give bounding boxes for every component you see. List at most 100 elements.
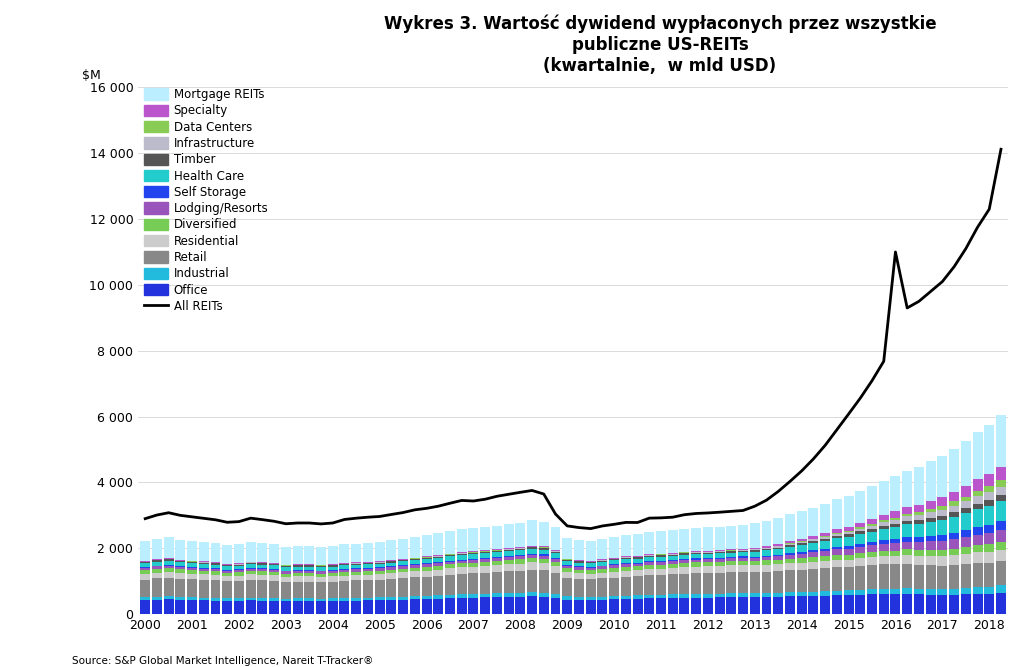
Bar [679, 574, 690, 594]
Bar [973, 594, 982, 614]
Bar [316, 582, 326, 598]
Bar [820, 596, 830, 614]
Bar [563, 568, 572, 572]
Bar [527, 596, 537, 614]
Bar [456, 563, 466, 568]
Bar [984, 562, 994, 587]
Bar [421, 558, 432, 559]
Bar [644, 565, 655, 569]
Bar [258, 572, 267, 575]
Bar [539, 550, 548, 554]
Bar [539, 592, 548, 596]
Bar [656, 598, 666, 614]
Bar [937, 550, 947, 556]
Bar [198, 564, 209, 568]
Bar [890, 527, 900, 539]
Bar [797, 596, 807, 614]
Bar [879, 564, 889, 589]
Bar [539, 596, 548, 614]
Bar [868, 546, 877, 552]
Bar [949, 549, 959, 555]
Bar [469, 594, 479, 598]
Bar [726, 558, 737, 561]
Bar [750, 572, 760, 593]
Bar [832, 534, 842, 536]
Bar [351, 598, 361, 600]
Text: Source: S&P Global Market Intelligence, Nareit T-Tracker®: Source: S&P Global Market Intelligence, … [72, 656, 373, 666]
Bar [949, 502, 959, 506]
Bar [563, 538, 572, 558]
Bar [351, 600, 361, 614]
Bar [820, 556, 830, 561]
Bar [269, 563, 279, 564]
Bar [187, 563, 197, 567]
Bar [563, 578, 572, 596]
Bar [984, 533, 994, 544]
Bar [785, 547, 795, 553]
Bar [175, 600, 185, 614]
Bar [797, 558, 807, 563]
Bar [316, 572, 326, 574]
Bar [398, 572, 408, 578]
Bar [351, 565, 361, 568]
Bar [855, 528, 865, 529]
Bar [609, 572, 619, 578]
Bar [387, 573, 396, 579]
Bar [586, 574, 595, 580]
Bar [644, 595, 655, 598]
Bar [597, 596, 608, 600]
Bar [621, 563, 631, 564]
Bar [996, 486, 1006, 496]
Bar [820, 539, 830, 541]
Bar [187, 562, 197, 563]
Bar [949, 565, 959, 589]
Bar [316, 601, 326, 614]
Bar [914, 520, 924, 524]
Bar [492, 557, 502, 558]
Bar [456, 560, 466, 563]
Bar [996, 586, 1006, 593]
Bar [456, 598, 466, 614]
Bar [832, 536, 842, 538]
Bar [492, 526, 502, 550]
Bar [832, 538, 842, 547]
Bar [761, 521, 771, 546]
Bar [914, 550, 924, 556]
Bar [234, 576, 243, 581]
Bar [374, 574, 385, 580]
Bar [890, 518, 900, 520]
Bar [363, 598, 373, 600]
Bar [703, 566, 713, 573]
Bar [469, 560, 479, 563]
Bar [785, 514, 795, 541]
Bar [937, 566, 947, 589]
Bar [914, 505, 924, 512]
Bar [914, 565, 924, 589]
Bar [703, 552, 713, 554]
Bar [984, 492, 994, 500]
Bar [808, 508, 818, 536]
Bar [222, 545, 232, 564]
Bar [609, 596, 619, 600]
Bar [445, 561, 455, 562]
Bar [480, 554, 490, 558]
Bar [316, 565, 326, 566]
Bar [855, 534, 865, 544]
Bar [984, 525, 994, 533]
Bar [726, 572, 737, 594]
Bar [410, 559, 419, 560]
Bar [527, 558, 537, 562]
Bar [434, 563, 443, 566]
Bar [211, 564, 221, 568]
Bar [868, 526, 877, 529]
Bar [304, 598, 314, 601]
Bar [692, 573, 701, 594]
Bar [421, 570, 432, 576]
Bar [844, 534, 853, 537]
Bar [668, 530, 677, 553]
Bar [879, 481, 889, 515]
Bar [258, 580, 267, 598]
Bar [961, 514, 971, 530]
Bar [973, 509, 982, 527]
Bar [187, 580, 197, 598]
